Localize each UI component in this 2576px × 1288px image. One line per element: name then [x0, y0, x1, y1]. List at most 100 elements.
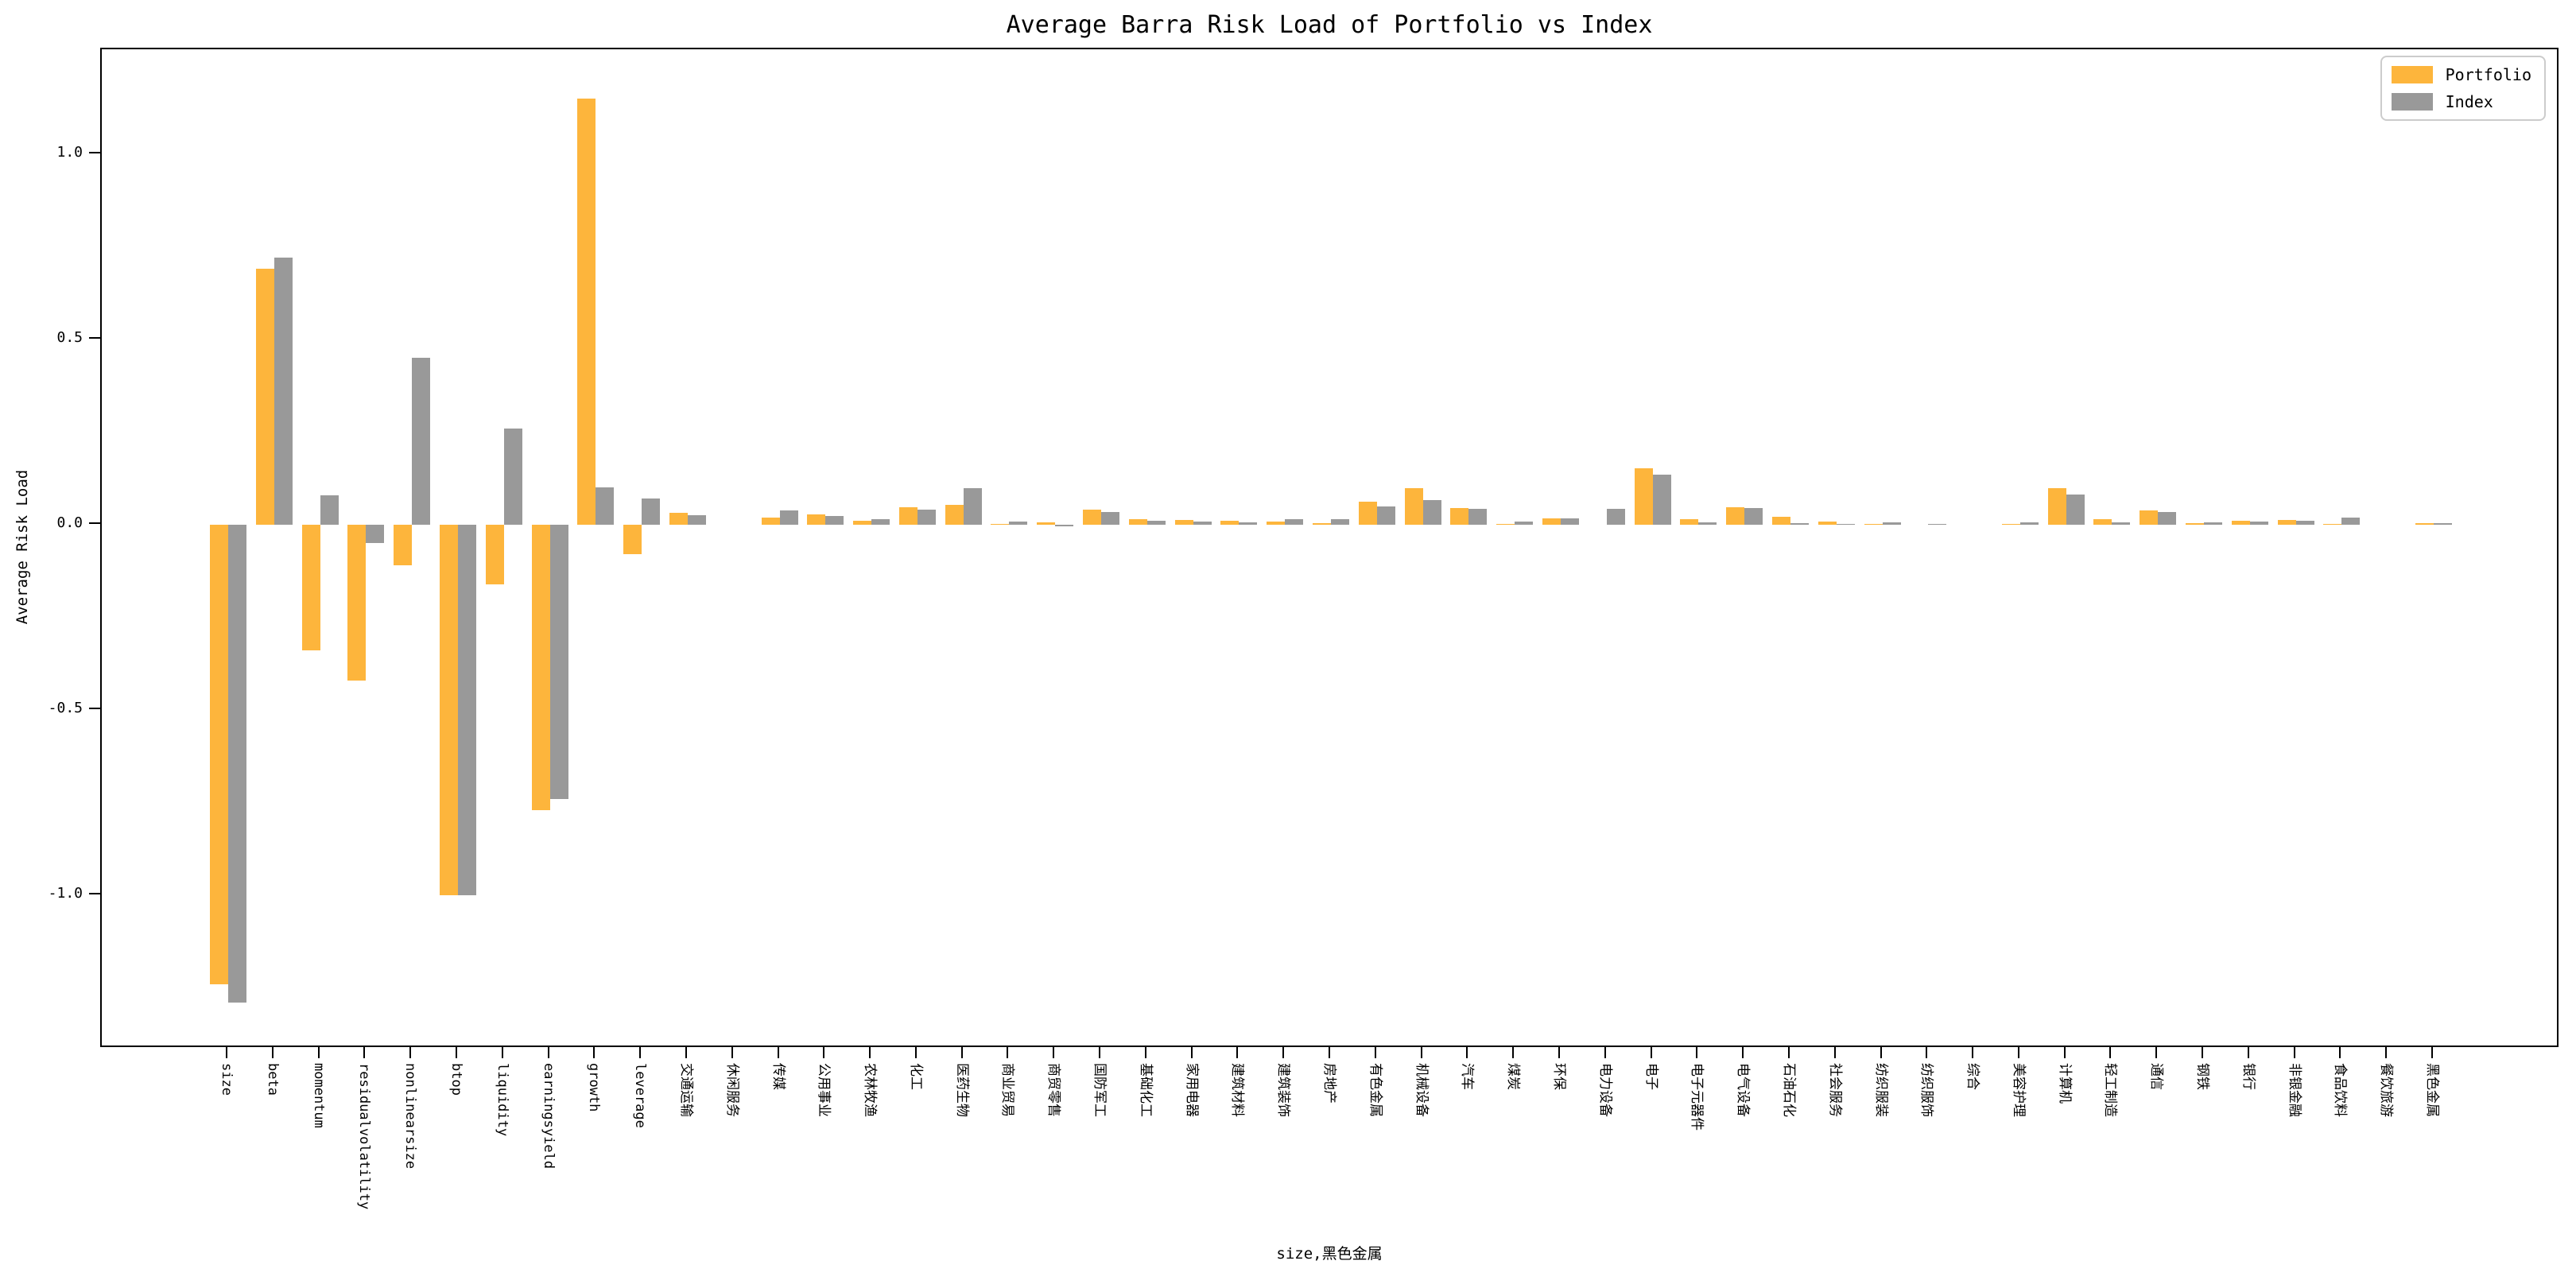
- bar-portfolio-银行: [2231, 520, 2250, 525]
- bar-index-momentum: [320, 495, 339, 525]
- bar-index-社会服务: [1836, 523, 1855, 525]
- bar-index-计算机: [2066, 495, 2085, 525]
- x-tick-mark: [547, 1047, 549, 1058]
- bar-portfolio-交通运输: [669, 513, 688, 525]
- x-tick-mark: [593, 1047, 596, 1058]
- x-tick-mark: [1007, 1047, 1009, 1058]
- legend-label-index: Index: [2445, 92, 2493, 111]
- bar-portfolio-有色金属: [1358, 502, 1377, 525]
- x-tick-mark: [226, 1047, 227, 1058]
- bar-index-电气设备: [1744, 507, 1763, 525]
- x-tick-mark: [2155, 1047, 2158, 1058]
- plot-area: Portfolio Index: [100, 48, 2559, 1047]
- bar-portfolio-liquidity: [485, 525, 504, 584]
- bar-index-传媒: [779, 510, 798, 525]
- x-tick-mark: [1099, 1047, 1101, 1058]
- portfolio-swatch: [2391, 66, 2433, 83]
- x-tick-mark: [639, 1047, 642, 1058]
- bar-index-有色金属: [1376, 506, 1395, 525]
- bar-index-size: [228, 525, 246, 1003]
- bar-index-电子元器件: [1698, 522, 1717, 525]
- y-tick-label: -0.5: [48, 700, 83, 716]
- x-tick-mark: [363, 1047, 366, 1058]
- x-tick-mark: [1236, 1047, 1239, 1058]
- x-tick-mark: [2247, 1047, 2249, 1058]
- bar-index-nonlinearsize: [412, 358, 431, 525]
- bar-portfolio-房地产: [1313, 523, 1331, 525]
- bar-portfolio-轻工制造: [2093, 519, 2112, 525]
- index-swatch: [2391, 93, 2433, 111]
- bar-index-国防军工: [1101, 512, 1120, 525]
- x-tick-mark: [731, 1047, 733, 1058]
- bar-portfolio-纺织服装: [1864, 524, 1883, 525]
- bar-portfolio-国防军工: [1083, 509, 1102, 525]
- bar-index-非银金融: [2295, 521, 2314, 525]
- bar-index-earningsyield: [549, 525, 568, 799]
- bar-index-交通运输: [687, 514, 706, 525]
- bar-portfolio-非银金融: [2277, 520, 2296, 525]
- bar-index-家用电器: [1193, 522, 1212, 525]
- x-tick-mark: [1282, 1047, 1285, 1058]
- bar-portfolio-汽车: [1450, 507, 1469, 525]
- x-tick-mark: [777, 1047, 779, 1058]
- bar-portfolio-momentum: [301, 525, 320, 651]
- bar-index-食品饮料: [2341, 517, 2361, 525]
- y-tick-mark: [89, 337, 100, 339]
- bar-index-通信: [2158, 512, 2177, 525]
- bar-portfolio-美容护理: [2001, 524, 2020, 525]
- x-tick-mark: [455, 1047, 457, 1058]
- y-tick-mark: [89, 522, 100, 524]
- bar-index-化工: [917, 509, 936, 525]
- bar-index-房地产: [1331, 518, 1349, 525]
- x-tick-mark: [1190, 1047, 1193, 1058]
- bar-index-商业贸易: [1009, 521, 1028, 525]
- bar-portfolio-计算机: [2047, 487, 2066, 525]
- bar-portfolio-nonlinearsize: [394, 525, 413, 566]
- bar-portfolio-size: [210, 525, 228, 984]
- x-tick-mark: [1972, 1047, 1974, 1058]
- bar-index-建筑材料: [1239, 522, 1258, 525]
- chart-title: Average Barra Risk Load of Portfolio vs …: [1006, 11, 1653, 39]
- bar-index-轻工制造: [2112, 522, 2131, 525]
- bar-index-黑色金属: [2434, 522, 2452, 525]
- legend-item-portfolio: Portfolio: [2391, 65, 2531, 84]
- bar-index-liquidity: [503, 428, 522, 525]
- x-tick-mark: [2431, 1047, 2433, 1058]
- x-tick-mark: [1833, 1047, 1836, 1058]
- bar-index-商贸零售: [1055, 525, 1074, 526]
- y-tick-label: 0.0: [56, 514, 83, 531]
- bar-index-growth: [596, 487, 615, 525]
- bar-portfolio-煤炭: [1496, 523, 1515, 525]
- bar-index-建筑装饰: [1285, 518, 1304, 525]
- x-tick-mark: [1053, 1047, 1055, 1058]
- bar-portfolio-食品饮料: [2323, 523, 2342, 525]
- x-tick-mark: [1880, 1047, 1882, 1058]
- bar-index-基础化工: [1146, 521, 1166, 525]
- bar-index-石油石化: [1790, 523, 1809, 525]
- bar-index-电力设备: [1606, 509, 1625, 525]
- legend: Portfolio Index: [2380, 56, 2546, 121]
- x-tick-mark: [914, 1047, 917, 1058]
- bar-portfolio-商业贸易: [991, 523, 1010, 525]
- bar-portfolio-环保: [1542, 518, 1561, 525]
- x-axis-label: size,黑色金属: [1276, 1245, 1383, 1263]
- x-tick-mark: [1650, 1047, 1652, 1058]
- bar-index-btop: [457, 525, 476, 895]
- y-tick-mark: [89, 708, 100, 709]
- bar-portfolio-传媒: [761, 518, 780, 525]
- bar-index-公用事业: [825, 516, 844, 525]
- legend-item-index: Index: [2391, 92, 2531, 111]
- bar-portfolio-建筑材料: [1220, 520, 1240, 525]
- bar-index-residualvolatility: [366, 525, 385, 544]
- x-tick-mark: [1742, 1047, 1744, 1058]
- x-tick-mark: [1926, 1047, 1928, 1058]
- y-tick-mark: [89, 893, 100, 894]
- bar-portfolio-growth: [577, 99, 596, 525]
- bar-index-美容护理: [2019, 522, 2039, 525]
- bar-index-纺织服饰: [1928, 523, 1947, 525]
- y-tick-label: 1.0: [56, 144, 83, 161]
- x-tick-mark: [1512, 1047, 1515, 1058]
- x-tick-mark: [960, 1047, 963, 1058]
- bar-portfolio-石油石化: [1771, 517, 1790, 525]
- bar-portfolio-beta: [255, 269, 274, 525]
